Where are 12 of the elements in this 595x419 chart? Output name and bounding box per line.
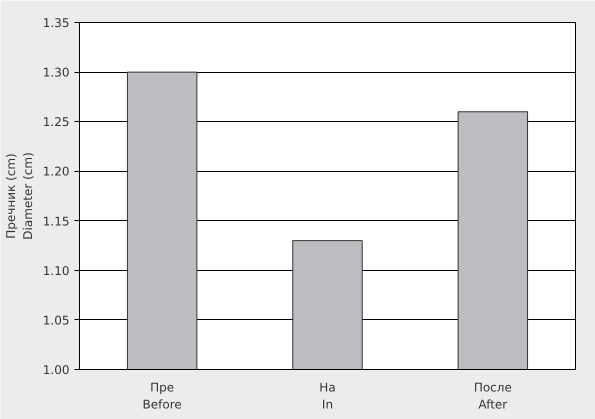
y-tick-label: 1.15 [42,214,70,228]
y-tick-label: 1.00 [42,363,70,377]
x-tick-label: Пре Before [142,380,182,412]
y-tick-label: 1.05 [42,313,70,328]
x-tick-label: После After [474,380,512,412]
y-tick-label: 1.35 [42,16,70,30]
y-tick-label: 1.30 [42,66,70,80]
y-tick-label: 1.25 [42,115,70,130]
y-tick-label: 1.20 [42,164,70,179]
y-tick-label: 1.10 [42,264,70,278]
x-tick-label: На In [319,380,336,412]
y-axis-title: Пречник (cm) Diameter (cm) [4,152,35,240]
